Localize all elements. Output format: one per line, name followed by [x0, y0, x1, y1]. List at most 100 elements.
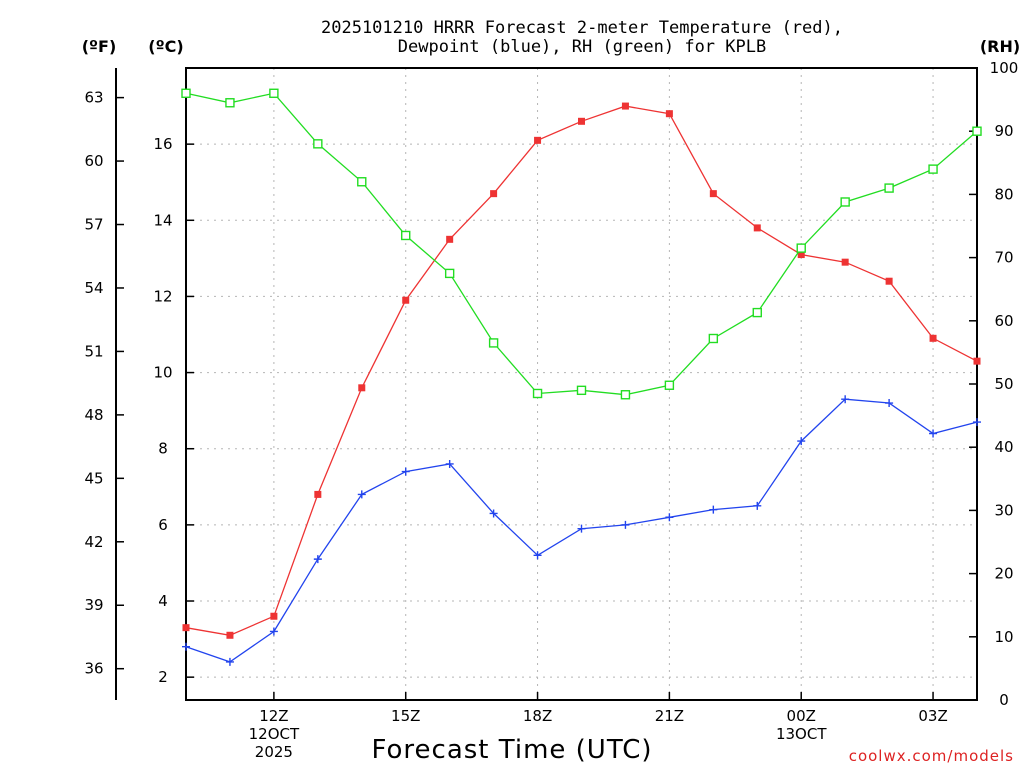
celsius-tick-label: 6	[158, 516, 168, 534]
dewpoint-point	[973, 418, 981, 427]
x-axis-label: Forecast Time (UTC)	[371, 735, 652, 765]
dewpoint-point	[313, 555, 322, 564]
time-tick-label: 18Z	[523, 707, 552, 725]
celsius-tick-label: 16	[153, 135, 172, 153]
2-meter-temperature-point	[973, 357, 981, 365]
dewpoint-point	[577, 524, 586, 533]
dewpoint-point	[445, 459, 454, 468]
dewpoint-point	[841, 395, 850, 404]
2-meter-temperature-point	[314, 490, 322, 498]
rh-line	[185, 92, 978, 396]
time-tick-label: 03Z	[918, 707, 947, 725]
2-meter-temperature-point	[753, 224, 761, 232]
dewpoint-point	[489, 509, 498, 518]
rh-tick-label: 40	[994, 438, 1013, 456]
rh-point	[796, 243, 806, 253]
celsius-tick-label: 2	[158, 668, 168, 686]
celsius-unit-label: (ºC)	[148, 37, 183, 56]
2-meter-temperature-point	[358, 384, 366, 392]
rh-point	[620, 390, 631, 400]
grid-lines	[186, 68, 977, 700]
rh-point	[972, 126, 982, 136]
axis-ticks: 2 4 6 8 10 12 14 16 36 39 42 45 48 51 54 57 60 63 0 10 20 30 4…	[84, 59, 1018, 761]
rh-point	[884, 183, 894, 193]
credit-link[interactable]: coolwx.com/models	[849, 747, 1014, 765]
2-meter-temperature-point	[797, 251, 805, 259]
rh-tick-label: 90	[994, 122, 1013, 140]
fahrenheit-tick-label: 45	[84, 469, 103, 487]
time-tick-label: 00Z	[787, 707, 816, 725]
rh-unit-label: (RH)	[980, 37, 1020, 56]
dewpoint-point	[225, 657, 234, 666]
2-meter-temperature-line	[185, 105, 978, 636]
dewpoint-point	[621, 520, 630, 529]
dewpoint-point	[401, 467, 410, 476]
rh-point	[225, 98, 235, 108]
2-meter-temperature-point	[534, 136, 542, 144]
2-meter-temperature-point	[885, 277, 893, 285]
rh-point	[532, 388, 543, 399]
celsius-tick-label: 10	[153, 364, 172, 382]
2-meter-temperature-point	[709, 190, 717, 198]
rh-tick-label: 0	[999, 691, 1009, 709]
rh-tick-label: 20	[994, 565, 1013, 583]
dewpoint-point	[885, 399, 894, 408]
rh-point	[840, 197, 850, 207]
celsius-tick-label: 8	[158, 440, 168, 458]
data-series	[181, 88, 982, 666]
rh-tick-label: 70	[994, 249, 1013, 267]
time-tick-label: 2025	[255, 743, 293, 761]
rh-tick-label: 30	[994, 501, 1013, 519]
fahrenheit-unit-label: (ºF)	[82, 37, 117, 56]
fahrenheit-tick-label: 42	[84, 533, 103, 551]
rh-tick-label: 100	[990, 59, 1019, 77]
rh-point	[708, 333, 719, 344]
dewpoint-point	[357, 490, 366, 499]
2-meter-temperature-point	[621, 102, 629, 110]
fahrenheit-tick-label: 36	[84, 660, 103, 678]
rh-tick-label: 80	[994, 185, 1013, 203]
celsius-tick-label: 14	[153, 211, 172, 229]
2-meter-temperature-point	[841, 258, 849, 266]
2-meter-temperature-point	[446, 235, 454, 243]
rh-tick-label: 60	[994, 312, 1013, 330]
2-meter-temperature-point	[270, 612, 278, 620]
rh-point	[576, 385, 587, 396]
fahrenheit-tick-label: 60	[84, 152, 103, 170]
2-meter-temperature-point	[402, 296, 410, 304]
rh-point	[488, 338, 499, 348]
rh-tick-label: 10	[994, 628, 1013, 646]
fahrenheit-tick-label: 48	[84, 406, 103, 424]
celsius-tick-label: 12	[153, 287, 172, 305]
dewpoint-point	[269, 627, 278, 636]
time-tick-label: 12Z	[259, 707, 288, 725]
rh-point	[357, 177, 367, 187]
2-meter-temperature-point	[226, 631, 234, 639]
fahrenheit-tick-label: 51	[84, 342, 103, 360]
fahrenheit-tick-label: 57	[84, 216, 103, 234]
chart-title-line2: Dewpoint (blue), RH (green) for KPLB	[398, 37, 766, 57]
fahrenheit-tick-label: 63	[84, 89, 103, 107]
rh-point	[664, 380, 675, 390]
rh-point	[313, 139, 323, 149]
2-meter-temperature-point	[929, 334, 937, 342]
rh-point	[752, 307, 762, 318]
celsius-tick-label: 4	[158, 592, 168, 610]
time-tick-label: 13OCT	[776, 725, 827, 743]
dewpoint-point	[929, 429, 938, 438]
time-tick-label: 15Z	[391, 707, 420, 725]
time-tick-label: 12OCT	[249, 725, 300, 743]
chart-title-line1: 2025101210 HRRR Forecast 2-meter Tempera…	[321, 18, 843, 38]
2-meter-temperature-point	[490, 190, 498, 198]
rh-point	[444, 268, 455, 279]
fahrenheit-tick-label: 39	[84, 596, 103, 614]
dewpoint-point	[709, 505, 718, 514]
dewpoint-point	[182, 642, 190, 651]
dewpoint-point	[753, 501, 762, 510]
2-meter-temperature-point	[665, 110, 673, 118]
dewpoint-point	[797, 437, 806, 446]
dewpoint-point	[665, 513, 674, 522]
time-tick-label: 21Z	[655, 707, 684, 725]
plot-frame	[185, 67, 978, 701]
rh-point	[401, 230, 411, 241]
